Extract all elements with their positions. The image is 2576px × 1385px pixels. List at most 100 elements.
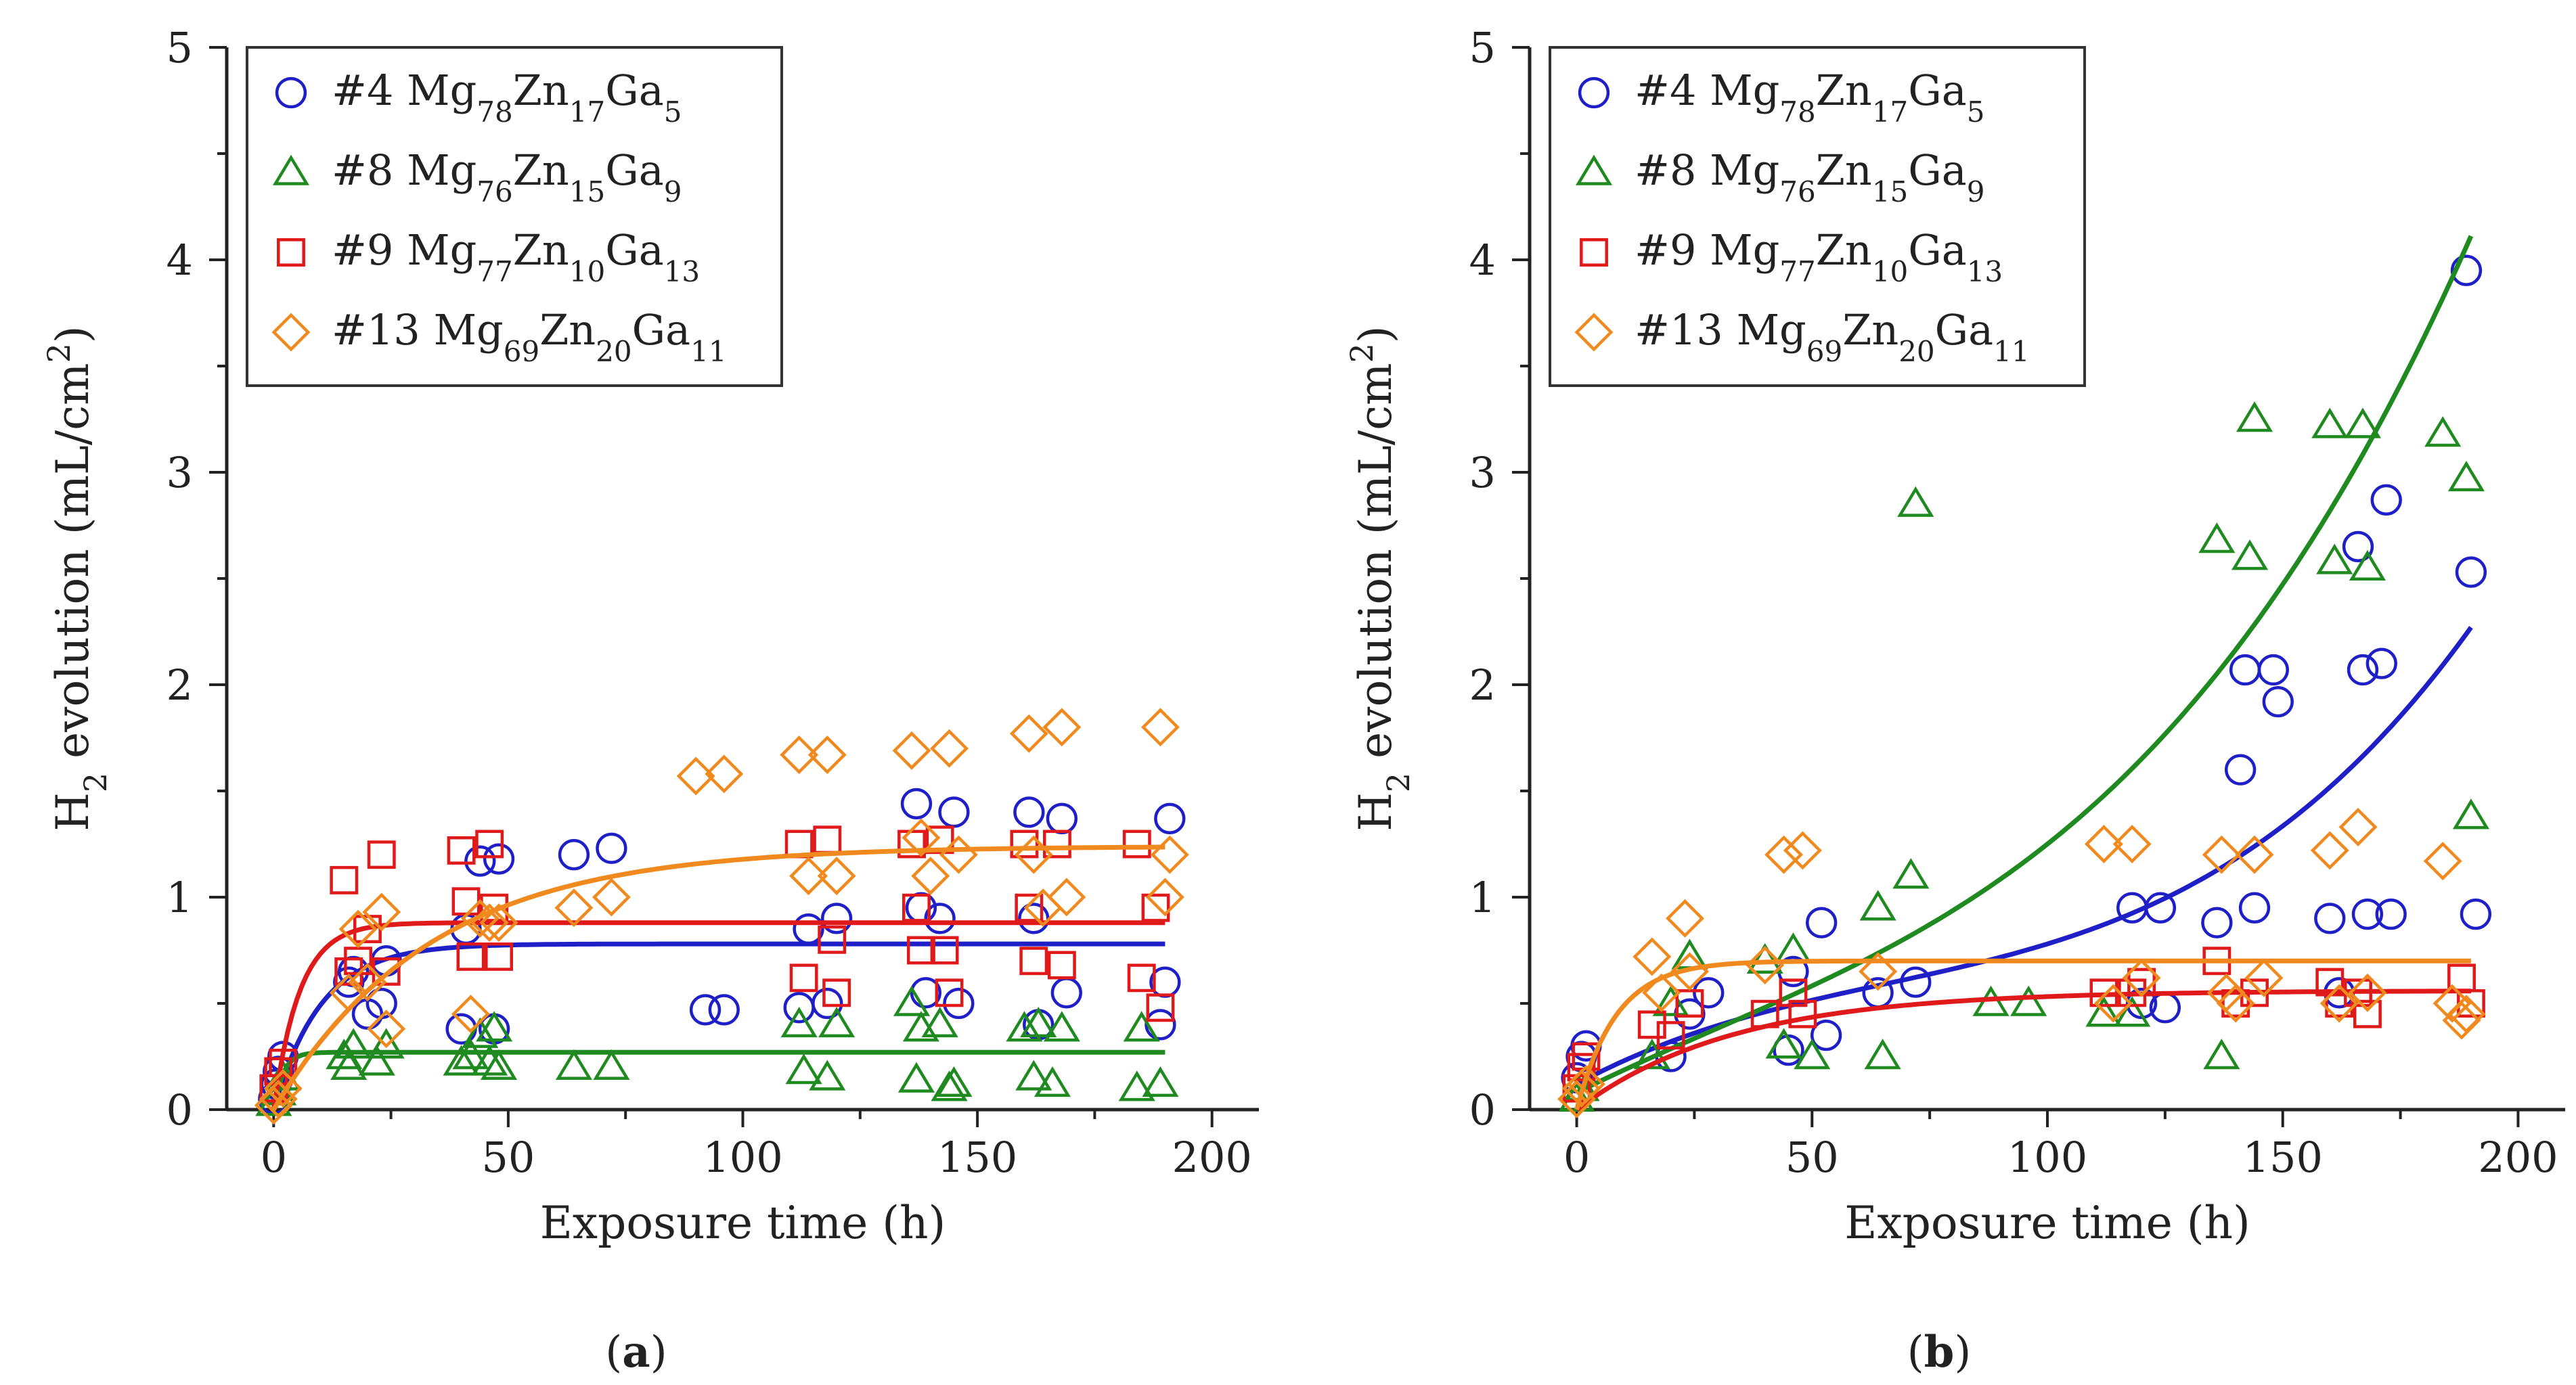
data-point — [818, 1007, 856, 1038]
data-point — [780, 735, 819, 775]
data-point — [2342, 530, 2374, 563]
data-point — [1693, 977, 1725, 1009]
data-point — [1900, 966, 1932, 998]
data-point — [2351, 898, 2384, 930]
data-point — [2338, 807, 2378, 846]
data-point — [554, 888, 594, 928]
legend-marker — [277, 238, 305, 267]
data-point — [2235, 835, 2274, 874]
x-axis-title: Exposure time (h) — [540, 1197, 946, 1249]
data-point — [2447, 461, 2485, 492]
data-point — [1050, 977, 1082, 1009]
data-point — [456, 942, 485, 971]
data-point — [935, 1066, 973, 1097]
data-point — [2144, 892, 2177, 924]
data-point — [1010, 830, 1039, 859]
data-point — [269, 1048, 298, 1077]
data-point — [2447, 995, 2486, 1034]
data-point — [1006, 1011, 1043, 1042]
fit-line — [271, 844, 1165, 1111]
data-point — [1859, 952, 1898, 991]
data-point — [329, 973, 368, 1012]
x-tick-label: 50 — [481, 1133, 535, 1182]
legend-marker — [1574, 313, 1614, 352]
data-point — [2424, 416, 2462, 447]
legend-entry: #4 Mg78Zn17Ga5 — [1635, 66, 1984, 129]
series-4 — [254, 708, 1189, 1125]
data-point — [2347, 654, 2379, 686]
data-point — [263, 1069, 303, 1108]
data-point — [2201, 907, 2233, 938]
data-point — [1859, 890, 1896, 921]
data-point — [338, 909, 378, 949]
data-point — [464, 845, 496, 877]
data-point — [902, 893, 931, 922]
data-point — [2348, 973, 2387, 1012]
data-point — [813, 825, 842, 855]
legend: #4 Mg78Zn17Ga5 #8 Mg76Zn15Ga9 #9 Mg77Zn10G… — [246, 46, 783, 387]
y-tick-label: 2 — [166, 660, 193, 710]
data-point — [1140, 708, 1180, 747]
data-point — [1014, 835, 1053, 874]
data-point — [2375, 898, 2407, 930]
fit-line — [271, 1049, 1165, 1110]
y-axis-title: H2 evolution (mL/cm2) — [1343, 325, 1417, 831]
data-point — [367, 1009, 406, 1049]
data-point — [892, 731, 931, 770]
legend-marker — [271, 313, 311, 352]
data-point — [1145, 878, 1184, 917]
data-point — [1633, 937, 1672, 976]
legend-entry: #9 Mg77Zn10Ga13 — [1635, 225, 2003, 288]
data-point — [2221, 989, 2250, 1018]
data-point — [2452, 798, 2489, 830]
data-point — [2455, 556, 2487, 588]
data-point — [443, 1045, 480, 1076]
data-point — [793, 913, 824, 945]
data-point — [596, 832, 627, 864]
data-point — [780, 1007, 818, 1038]
data-point — [2442, 1001, 2481, 1040]
fit-line — [1574, 958, 2471, 1110]
data-point — [1015, 1060, 1052, 1091]
data-point — [348, 963, 387, 1002]
data-point — [1557, 1079, 1597, 1118]
data-point — [471, 1045, 508, 1076]
y-tick-label: 4 — [166, 235, 193, 285]
data-point — [1892, 858, 1930, 889]
y-axis-title: H2 evolution (mL/cm2) — [41, 325, 114, 831]
data-point — [2314, 903, 2346, 934]
data-point — [1046, 802, 1078, 834]
legend-marker — [275, 76, 307, 109]
data-point — [2231, 539, 2269, 570]
data-point — [1122, 830, 1151, 859]
data-point — [1154, 802, 1186, 834]
y-tick-label: 0 — [1469, 1085, 1496, 1135]
data-point — [558, 839, 590, 871]
x-tick-label: 50 — [1785, 1133, 1839, 1182]
data-point — [335, 1028, 372, 1059]
data-point — [2460, 898, 2492, 930]
data-point — [1013, 796, 1045, 828]
data-point — [2310, 831, 2349, 870]
legend-box — [1549, 46, 2086, 387]
data-point — [900, 788, 933, 819]
data-point — [1764, 835, 1804, 874]
data-point — [1146, 993, 1175, 1022]
data-point — [2450, 254, 2483, 286]
legend-marker — [1580, 238, 1608, 267]
data-point — [2084, 825, 2123, 863]
x-axis-title: Exposure time (h) — [1844, 1197, 2250, 1249]
data-point — [1783, 831, 1822, 870]
fit-line — [1575, 235, 2474, 1095]
data-point — [1142, 1066, 1179, 1097]
data-point — [1047, 951, 1076, 980]
y-tick-label: 0 — [166, 1085, 193, 1135]
data-point — [807, 735, 847, 775]
data-point — [2423, 842, 2462, 881]
legend-entry: #4 Mg78Zn17Ga5 — [332, 66, 682, 129]
legend: #4 Mg78Zn17Ga5 #8 Mg76Zn15Ga9 #9 Mg77Zn10G… — [1549, 46, 2086, 387]
data-point — [1746, 943, 1783, 974]
data-point — [330, 1049, 368, 1080]
data-point — [1810, 1019, 1842, 1051]
data-point — [1806, 907, 1838, 938]
